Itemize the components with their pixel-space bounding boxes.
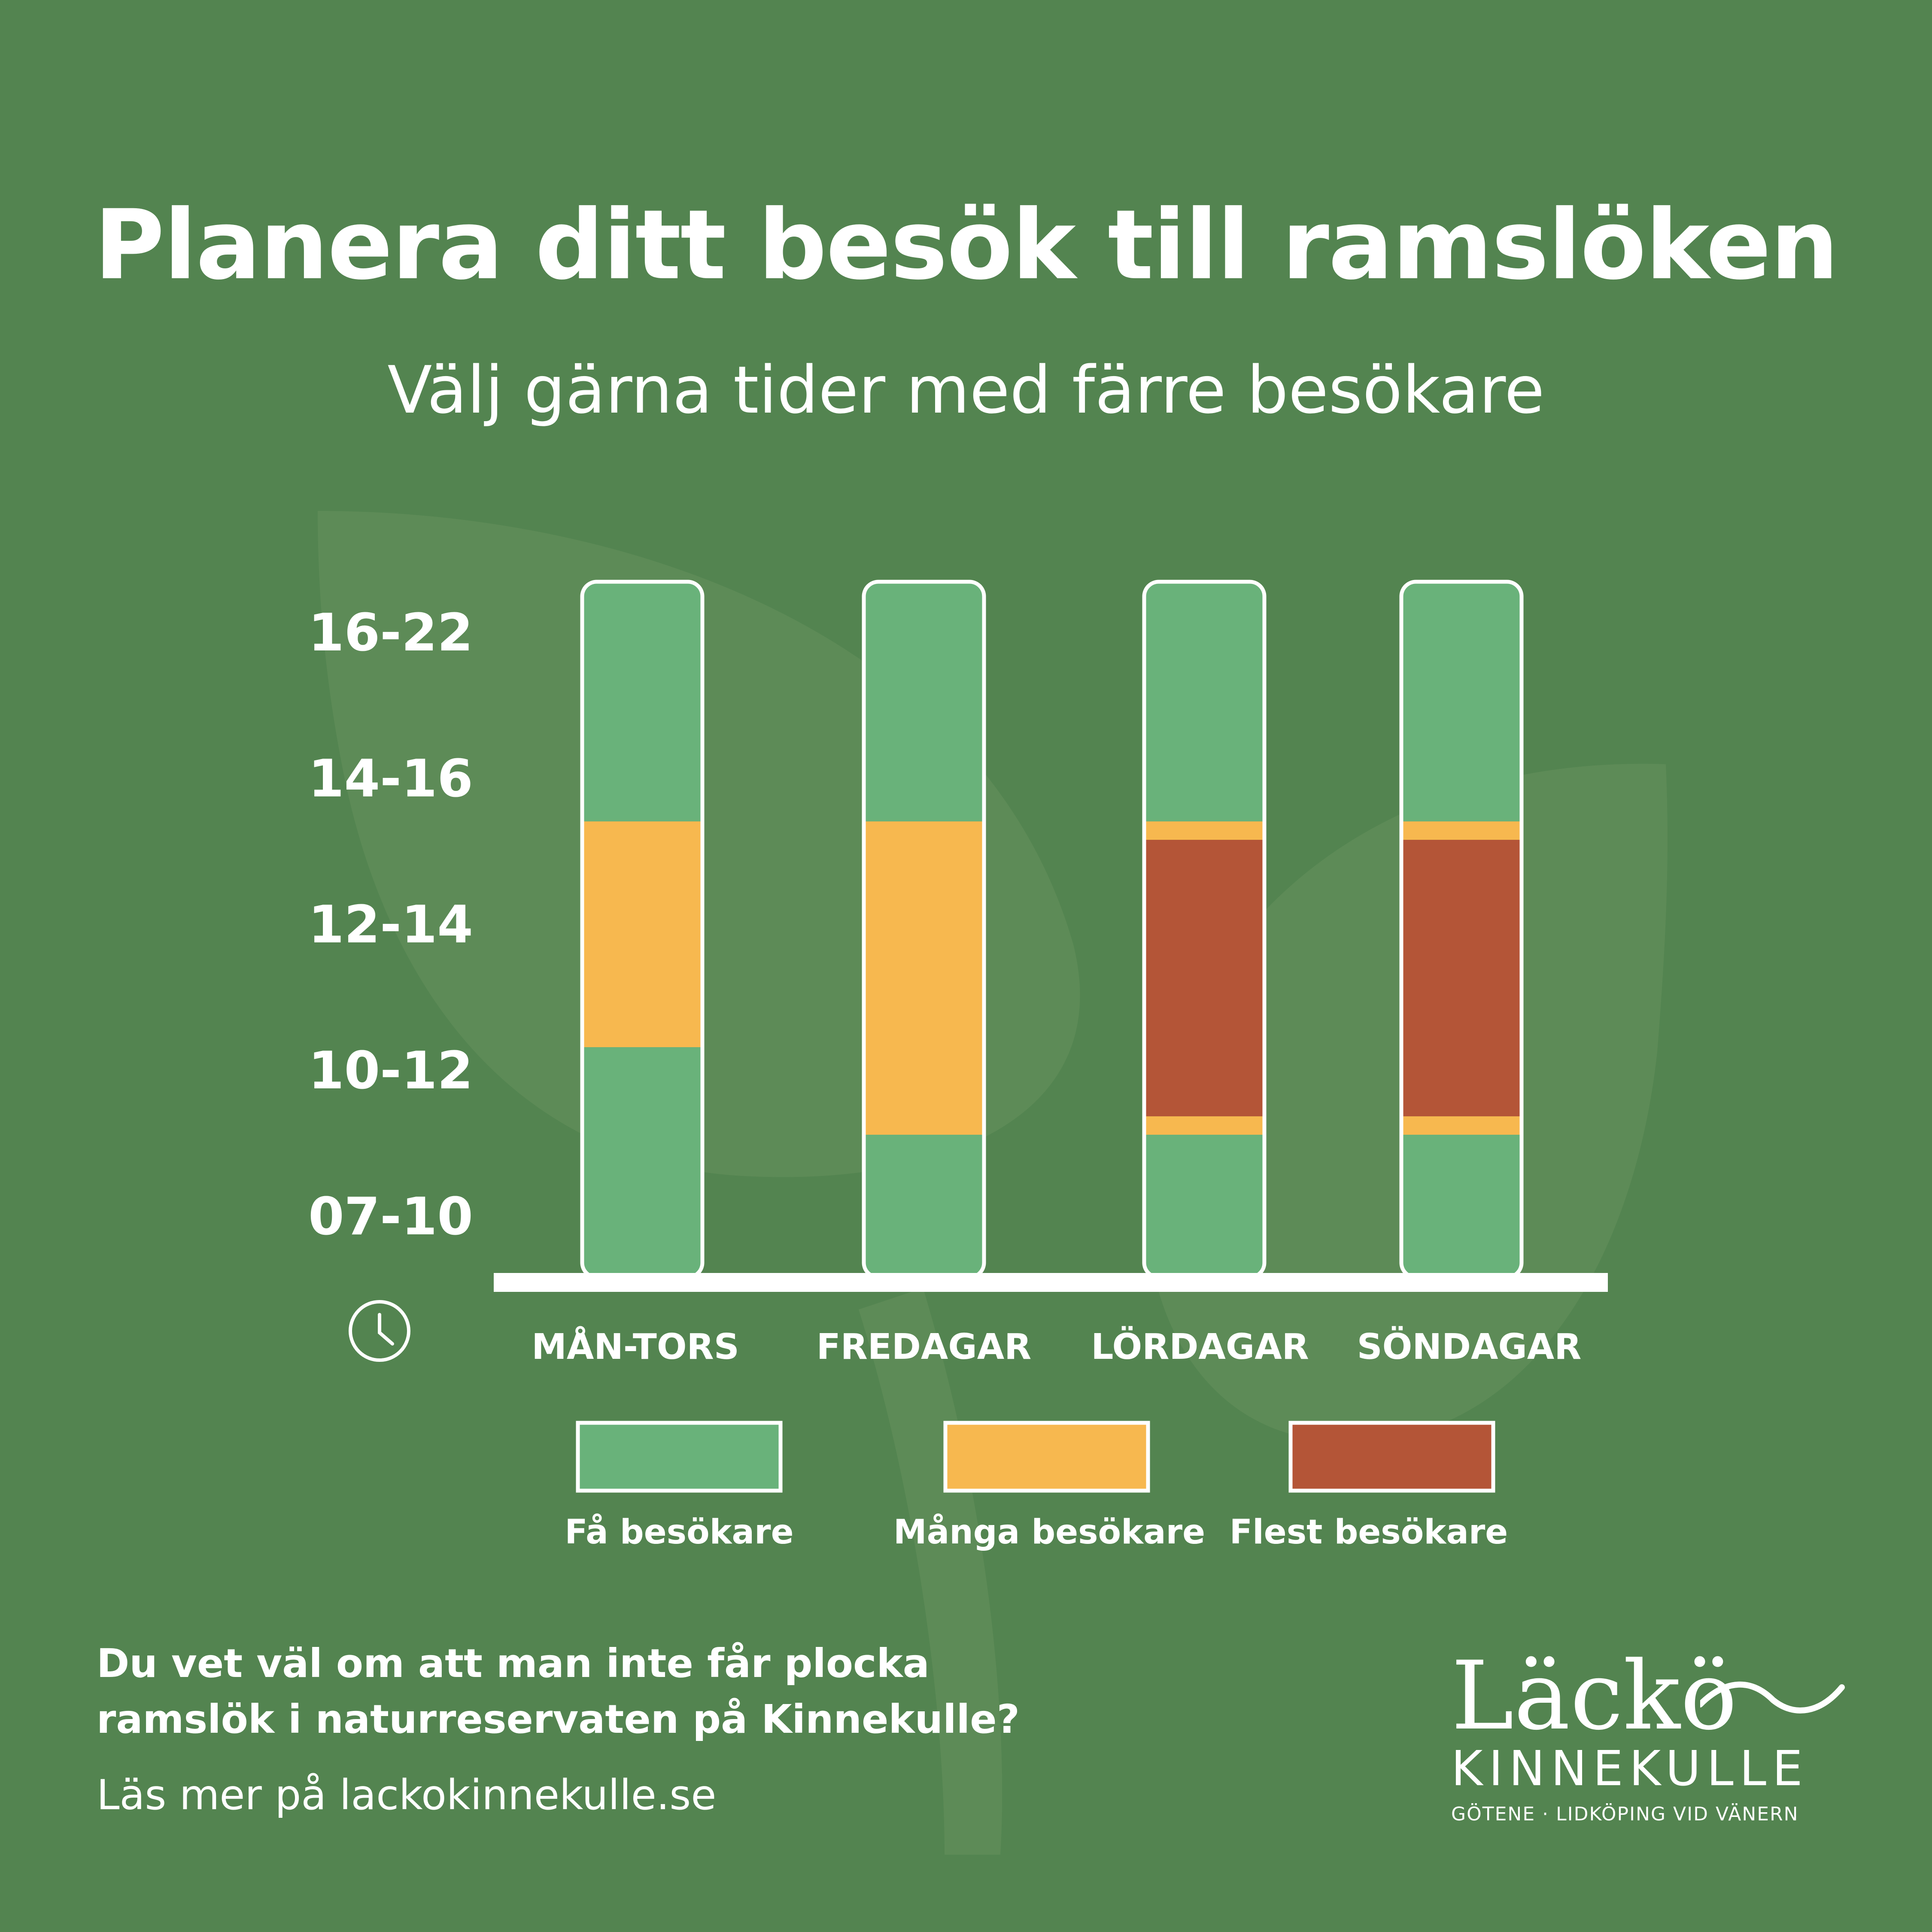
x-axis-baseline — [494, 1273, 1608, 1292]
bar-segment-few — [1144, 582, 1264, 822]
legend-label: Många besökare — [893, 1513, 1205, 1552]
clock-icon — [349, 1300, 410, 1362]
y-tick-label: 12-14 — [308, 895, 473, 955]
bar — [1142, 580, 1267, 1279]
page-title: Planera ditt besök till ramslöken — [94, 189, 1839, 301]
legend-label: Flest besökare — [1230, 1513, 1508, 1552]
bar-segment-few — [1401, 582, 1522, 822]
y-tick-label: 10-12 — [308, 1041, 473, 1101]
bar-segment-many — [1401, 1116, 1522, 1135]
x-category-label: LÖRDAGAR — [1091, 1326, 1309, 1367]
y-tick-label: 14-16 — [308, 749, 473, 809]
footer-link[interactable]: Läs mer på lackokinnekulle.se — [97, 1771, 717, 1819]
footer-question: Du vet väl om att man inte får plocka ra… — [97, 1636, 1020, 1747]
bar-segment-few — [864, 582, 984, 822]
bar-segment-few — [864, 1135, 984, 1277]
bar-segment-many — [864, 821, 984, 1135]
logo-wave-icon — [1700, 1681, 1845, 1713]
bar-segment-most — [1144, 840, 1264, 1117]
x-category-label: SÖNDAGAR — [1357, 1326, 1582, 1367]
logo-name: KINNEKULLE — [1451, 1741, 1809, 1797]
bar-segment-few — [582, 582, 702, 822]
logo-tagline: GÖTENE · LIDKÖPING VID VÄNERN — [1451, 1803, 1799, 1825]
footer-question-line2: ramslök i naturreservaten på Kinnekulle? — [97, 1696, 1020, 1742]
bar-segment-many — [1144, 821, 1264, 840]
bar-segment-few — [582, 1047, 702, 1277]
footer-question-line1: Du vet väl om att man inte får plocka — [97, 1640, 930, 1686]
y-tick-label: 16-22 — [308, 603, 473, 663]
legend-swatch-many — [943, 1421, 1150, 1493]
page-subtitle: Välj gärna tider med färre besökare — [387, 352, 1545, 428]
x-category-label: FREDAGAR — [817, 1327, 1032, 1367]
legend-swatch-few — [576, 1421, 783, 1493]
bar — [580, 580, 705, 1279]
x-axis-labels: MÅN-TORS FREDAGAR LÖRDAGAR SÖNDAGAR — [532, 1326, 1581, 1367]
bar-segment-many — [1401, 821, 1522, 840]
bars — [580, 580, 1524, 1279]
y-axis-ticks: 07-10 10-12 12-14 14-16 16-22 — [308, 603, 473, 1247]
y-tick-label: 07-10 — [308, 1187, 473, 1247]
bar-segment-few — [1401, 1135, 1522, 1277]
lacko-kinnekulle-logo: Läckö KINNEKULLE GÖTENE · LIDKÖPING VID … — [1443, 1641, 1845, 1825]
x-category-label: MÅN-TORS — [532, 1326, 739, 1367]
bar-segment-few — [1144, 1135, 1264, 1277]
bar-segment-many — [582, 821, 702, 1048]
bar-segment-many — [1144, 1116, 1264, 1135]
legend-swatch-most — [1288, 1421, 1495, 1493]
bar — [1399, 580, 1524, 1279]
legend-label: Få besökare — [565, 1513, 793, 1552]
bar — [862, 580, 986, 1279]
bar-segment-most — [1401, 840, 1522, 1117]
legend: Få besökare Många besökare Flest besökare — [565, 1421, 1508, 1552]
logo-script-text: Läckö — [1451, 1641, 1738, 1751]
